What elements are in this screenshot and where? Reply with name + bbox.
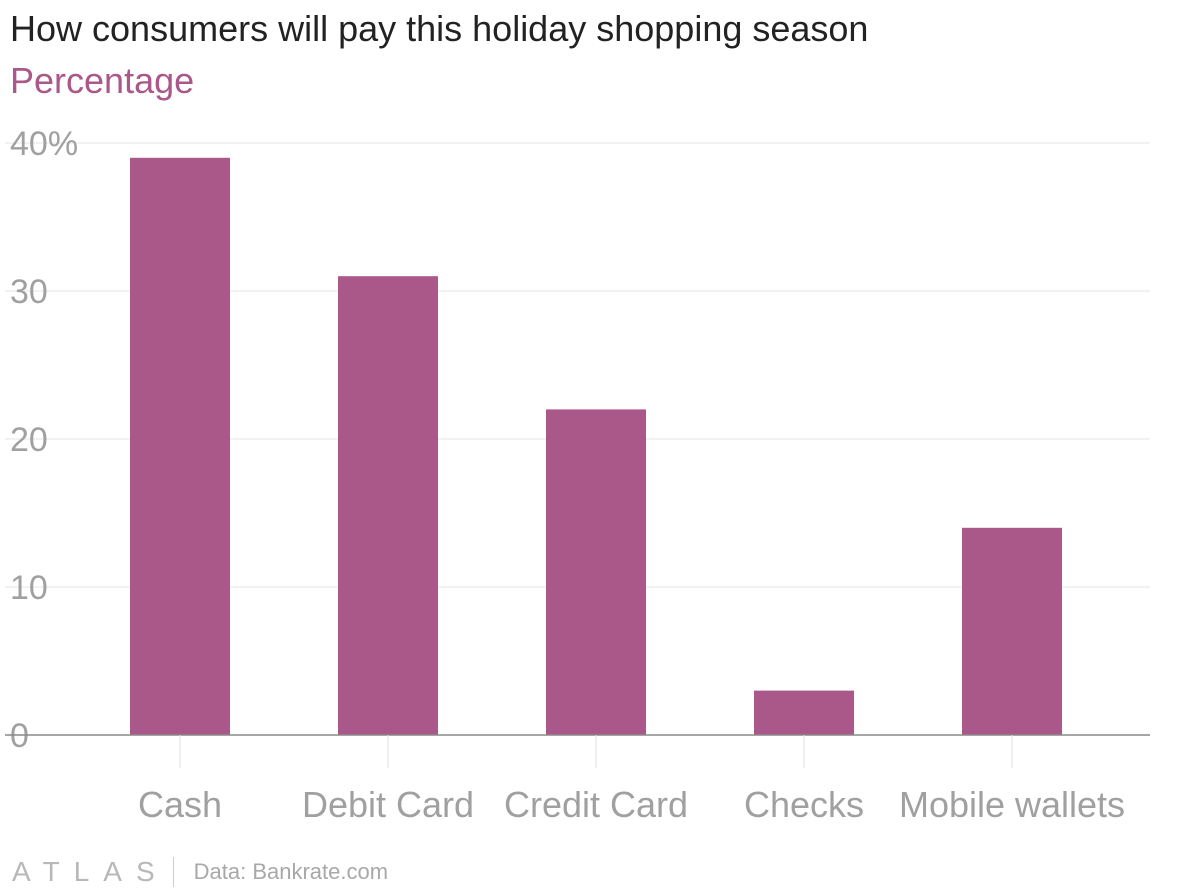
bar-chart: 0 10 20 30 40% Cash Debit Card Credit Card Chec… — [5, 125, 1150, 825]
footer-divider — [172, 857, 174, 887]
x-axis-labels: Cash Debit Card Credit Card Checks Mobile wa… — [138, 735, 1125, 825]
y-tick-label: 20 — [10, 421, 48, 459]
x-tick-label: Mobile wallets — [899, 784, 1125, 825]
x-tick-label: Debit Card — [302, 784, 474, 825]
x-tick-label: Credit Card — [504, 784, 688, 825]
chart-subtitle: Percentage — [10, 60, 195, 101]
bar-checks — [754, 690, 854, 735]
bar-credit-card — [546, 409, 646, 735]
footer: ATLAS Data: Bankrate.com — [12, 856, 388, 888]
x-tick-label: Checks — [744, 784, 864, 825]
y-tick-label: 40% — [10, 125, 78, 163]
y-tick-label: 30 — [10, 273, 48, 311]
y-tick-label: 0 — [10, 717, 29, 755]
x-tick-label: Cash — [138, 784, 222, 825]
data-source: Data: Bankrate.com — [193, 859, 389, 884]
bars — [5, 157, 1150, 736]
chart-title: How consumers will pay this holiday shop… — [10, 8, 869, 49]
bar-mobile-wallets — [962, 527, 1062, 735]
bar-debit-card — [338, 276, 438, 735]
y-tick-label: 10 — [10, 569, 48, 607]
y-axis-labels: 0 10 20 30 40% — [10, 125, 78, 755]
bar-cash — [130, 157, 230, 736]
atlas-logo: ATLAS — [12, 856, 169, 887]
